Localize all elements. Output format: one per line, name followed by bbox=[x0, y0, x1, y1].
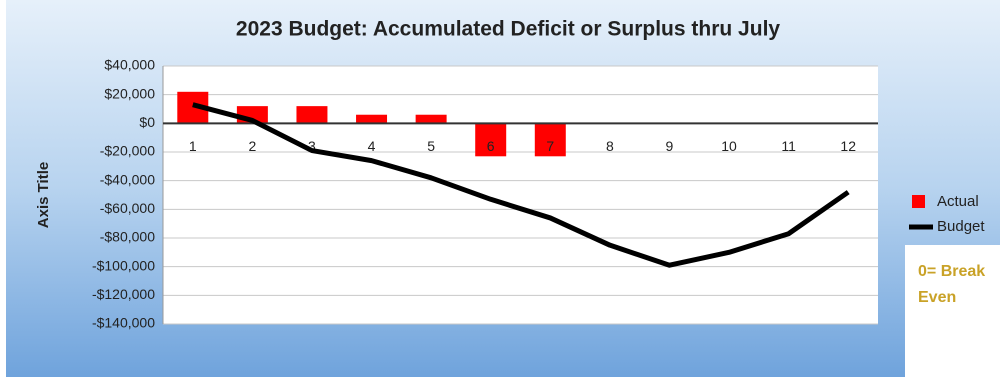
y-tick-label: -$140,000 bbox=[92, 315, 155, 331]
legend-label: Budget bbox=[937, 218, 985, 235]
x-tick-label: 3 bbox=[308, 138, 316, 154]
x-tick-label: 9 bbox=[666, 138, 674, 154]
bar bbox=[475, 123, 507, 157]
x-tick-label: 1 bbox=[189, 138, 197, 154]
text-box: 0= Break Even bbox=[905, 245, 1000, 377]
bar bbox=[534, 123, 566, 157]
y-tick-label: $0 bbox=[139, 114, 155, 130]
x-tick-label: 10 bbox=[721, 138, 737, 154]
y-tick-label: $20,000 bbox=[104, 85, 155, 101]
x-tick-label: 12 bbox=[840, 138, 856, 154]
x-tick-label: 6 bbox=[487, 138, 495, 154]
x-tick-label: 11 bbox=[781, 138, 796, 154]
annotation: 0= Break Even bbox=[918, 263, 986, 306]
y-tick-label: -$80,000 bbox=[100, 229, 155, 245]
y-tick-label: -$100,000 bbox=[92, 257, 155, 273]
x-tick-label: 8 bbox=[606, 138, 614, 154]
bar bbox=[415, 114, 447, 124]
legend-label: Actual bbox=[937, 193, 979, 210]
line bbox=[192, 102, 850, 268]
y-axis-title: Axis Title bbox=[35, 162, 52, 228]
bar bbox=[356, 114, 388, 124]
x-tick-label: 5 bbox=[427, 138, 435, 154]
chart-title: 2023 Budget: Accumulated Deficit or Surp… bbox=[236, 18, 780, 41]
x-tick-label: 7 bbox=[546, 138, 554, 154]
plot-area bbox=[163, 66, 878, 324]
x-tick-label: 4 bbox=[368, 138, 376, 154]
y-tick-label: -$60,000 bbox=[100, 200, 155, 216]
y-tick-label: -$40,000 bbox=[100, 171, 155, 187]
y-tick-label: -$120,000 bbox=[92, 286, 155, 302]
bar bbox=[296, 106, 328, 124]
y-tick-label: -$20,000 bbox=[100, 143, 155, 159]
y-tick-label: $40,000 bbox=[104, 57, 155, 73]
legend-swatch bbox=[912, 195, 925, 208]
x-tick-label: 2 bbox=[248, 138, 256, 154]
